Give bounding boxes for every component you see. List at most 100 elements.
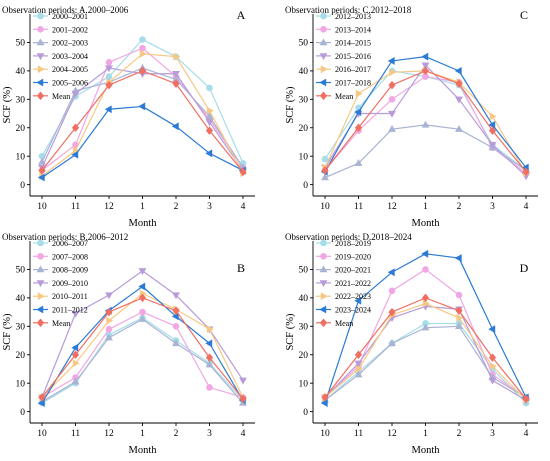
legend-marker <box>36 91 45 101</box>
x-tick-label: 3 <box>207 429 212 439</box>
data-point-2007-2008-month-3 <box>206 384 213 391</box>
data-point-2023-2024-month-2 <box>454 254 462 262</box>
x-tick-label: 11 <box>354 429 363 439</box>
y-tick-label: 30 <box>16 96 26 106</box>
data-point-2015-2016-month-3 <box>488 142 497 150</box>
y-tick-label: 30 <box>299 96 309 106</box>
data-point-2016-2017-month-11 <box>355 89 363 98</box>
legend-entry: 2008–2009 <box>33 265 88 275</box>
data-point-mean-month-11 <box>354 123 363 133</box>
y-tick-label: 40 <box>16 294 26 304</box>
legend-entry: Mean <box>33 91 70 101</box>
legend-label: 2011–2012 <box>52 306 88 315</box>
data-point-2014-2015-month-1 <box>421 120 430 128</box>
data-point-2012-2013-month-10 <box>321 155 329 163</box>
data-point-2013-2014-month-12 <box>388 96 396 103</box>
data-point-mean-month-3 <box>205 353 214 362</box>
series-c-mean <box>321 66 530 177</box>
legend-label: 2014–2015 <box>335 39 371 48</box>
legend-entry: 2013–2014 <box>316 25 371 34</box>
data-point-mean-month-12 <box>105 80 113 90</box>
data-point-mean-month-2 <box>172 79 180 88</box>
legend-marker <box>320 12 327 20</box>
x-tick-label: 12 <box>104 429 114 439</box>
data-point-2019-2020-month-2 <box>455 291 463 299</box>
x-tick-label: 3 <box>490 429 495 439</box>
data-point-mean-month-3 <box>205 126 214 135</box>
series-a-mean <box>38 66 247 177</box>
legend-entry: 2017–2018 <box>316 79 371 88</box>
legend: 2012–2013 2013–2014 2014–2015 2015–2016 2016… <box>316 12 371 101</box>
data-point-2019-2020-month-1 <box>422 266 429 273</box>
data-point-2011-2012-month-2 <box>171 312 179 321</box>
legend-marker <box>37 25 44 33</box>
legend-marker <box>319 280 328 288</box>
data-point-2011-2012-month-10 <box>37 399 45 408</box>
series-line-2009-2010 <box>41 270 244 398</box>
legend-marker <box>36 305 44 314</box>
data-point-2011-2012-month-3 <box>205 339 213 348</box>
data-point-mean-month-12 <box>388 307 396 317</box>
legend-marker <box>320 25 327 33</box>
panel-letter: A <box>237 8 246 22</box>
y-tick-label: 40 <box>16 67 26 77</box>
data-point-2022-2023-month-2 <box>456 313 464 322</box>
legend-entry: 2001–2002 <box>33 25 88 34</box>
legend-entry: 2000–2001 <box>33 12 88 21</box>
series-d-2018-2019 <box>321 320 530 407</box>
x-tick-label: 3 <box>490 202 495 212</box>
x-tick-label: 2 <box>457 202 462 212</box>
legend-marker <box>37 12 44 20</box>
x-tick-label: 4 <box>241 202 246 212</box>
legend-marker <box>320 252 327 260</box>
legend-label: 2007–2008 <box>52 252 88 261</box>
data-point-2011-2012-month-1 <box>138 282 146 291</box>
legend-marker <box>319 78 327 87</box>
legend-marker <box>319 91 328 101</box>
legend-label: 2013–2014 <box>335 25 371 34</box>
y-tick-label: 50 <box>299 39 309 49</box>
data-point-2017-2018-month-11 <box>354 108 362 117</box>
legend-label: 2019–2020 <box>335 252 371 261</box>
data-point-2000-2001-month-1 <box>139 36 146 43</box>
data-point-2009-2010-month-12 <box>105 292 113 300</box>
data-point-mean-month-4 <box>239 394 247 404</box>
y-tick-label: 0 <box>303 181 308 191</box>
legend-marker <box>37 252 44 260</box>
legend-label: 2012–2013 <box>335 12 371 21</box>
legend-marker <box>37 65 45 74</box>
y-tick-label: 20 <box>16 351 26 361</box>
x-axis-title: Month <box>411 218 440 229</box>
data-point-mean-month-10 <box>321 393 329 402</box>
data-point-2003-2004-month-12 <box>105 65 113 73</box>
data-point-2014-2015-month-12 <box>388 124 396 132</box>
legend-entry: 2021–2022 <box>316 279 371 288</box>
legend-marker <box>36 265 45 273</box>
y-tick-label: 10 <box>16 152 26 162</box>
legend-label: 2022–2023 <box>335 292 371 301</box>
data-point-2017-2018-month-2 <box>454 66 462 75</box>
legend-label: 2023–2024 <box>335 306 371 315</box>
legend-marker <box>319 305 327 314</box>
data-point-2008-2009-month-12 <box>105 333 113 341</box>
y-tick-label: 20 <box>299 351 309 361</box>
data-point-mean-month-12 <box>105 307 113 317</box>
legend-entry: Mean <box>33 318 70 328</box>
data-point-2001-2002-month-1 <box>139 44 146 52</box>
legend-entry: 2019–2020 <box>316 252 371 261</box>
x-tick-label: 1 <box>140 202 145 212</box>
x-tick-label: 10 <box>37 202 47 212</box>
y-tick-label: 10 <box>299 379 309 389</box>
legend-marker <box>37 239 44 247</box>
legend-entry: 2011–2012 <box>33 306 88 315</box>
y-tick-label: 20 <box>299 124 309 134</box>
data-point-mean-month-11 <box>71 350 80 360</box>
series-line-2022-2023 <box>324 302 527 401</box>
legend-marker <box>36 78 44 87</box>
panel-b: Observation periods: B.2006–2012 B 0 10 20 30… <box>2 232 255 456</box>
data-point-2007-2008-month-2 <box>172 323 180 330</box>
panel-title: Observation periods: C.2012–2018 <box>285 5 412 15</box>
x-axis-title: Month <box>128 445 157 456</box>
legend-label: 2020–2021 <box>335 266 371 275</box>
series-a-2005-2006 <box>37 102 246 182</box>
